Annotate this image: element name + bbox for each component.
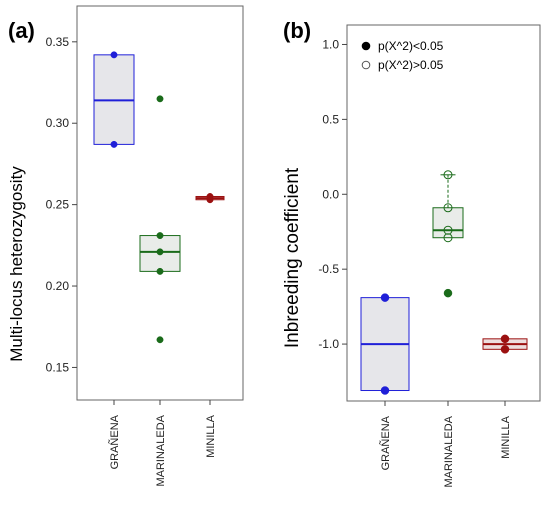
y-tick-label: 0.20: [46, 279, 70, 293]
x-category-label: GRAÑENA: [379, 415, 392, 470]
y-tick-label: 0.15: [46, 360, 70, 374]
panel-a: (a) Multi-locus heterozygosity 0.150.200…: [7, 5, 244, 487]
box-minilla: [482, 334, 528, 354]
data-point-filled: [110, 140, 118, 148]
panel-b-label: (b): [283, 18, 311, 43]
data-point-filled: [380, 386, 390, 395]
data-point-open: [443, 170, 453, 180]
box-marinaleda: [432, 170, 464, 298]
x-category-label: MINILLA: [500, 415, 512, 458]
data-point-filled: [156, 95, 164, 103]
y-tick-label: 0.5: [322, 112, 339, 126]
x-category-label: MINILLA: [205, 414, 217, 457]
data-point-filled: [443, 288, 453, 298]
panel-b-legend: p(X^2)<0.05 p(X^2)>0.05: [361, 39, 444, 72]
panel-a-label: (a): [8, 18, 35, 43]
legend-entry-label: p(X^2)>0.05: [378, 58, 444, 72]
y-tick-label: 1.0: [322, 37, 339, 51]
data-point-filled: [206, 196, 214, 204]
data-point-filled: [156, 232, 164, 240]
box-marinaleda: [139, 95, 181, 344]
panel-b-plot-area: [346, 24, 541, 402]
data-point-filled: [156, 248, 164, 256]
panel-a-y-axis-label: Multi-locus heterozygosity: [7, 166, 26, 362]
data-point-open: [443, 203, 453, 213]
box-graena: [93, 51, 135, 148]
data-point-open: [443, 233, 453, 243]
data-point-filled: [500, 334, 510, 344]
data-point-filled: [500, 345, 510, 354]
y-tick-label: -1.0: [318, 337, 339, 351]
y-tick-label: 0.30: [46, 116, 70, 130]
y-tick-label: -0.5: [318, 262, 339, 276]
legend-marker-filled: [361, 41, 371, 51]
panel-a-boxes: [93, 51, 225, 344]
y-tick-label: 0.25: [46, 198, 70, 212]
panel-b-boxes: [360, 170, 528, 395]
panel-b-y-axis-label: Inbreeding coefficient: [282, 167, 303, 348]
panel-a-categories: GRAÑENA MARINALEDA MINILLA: [108, 400, 217, 487]
y-tick-label: 0.0: [322, 187, 339, 201]
panel-b-categories: GRAÑENA MARINALEDA MINILLA: [379, 401, 512, 488]
x-category-label: MARINALEDA: [155, 414, 167, 486]
panel-a-y-ticks: 0.15 0.20 0.25 0.30 0.35: [46, 35, 77, 374]
x-category-label: GRAÑENA: [108, 414, 121, 469]
box-rect: [432, 207, 464, 239]
data-point-open: [443, 225, 453, 235]
y-tick-label: 0.35: [46, 35, 70, 49]
legend-marker-open: [361, 60, 371, 70]
box-minilla: [195, 193, 225, 204]
x-category-label: MARINALEDA: [443, 415, 455, 487]
data-point-filled: [110, 51, 118, 59]
panel-b: (b) Inbreeding coefficient 1.0 0.5 0.0 -0.5…: [282, 18, 541, 488]
panel-b-y-ticks: 1.0 0.5 0.0 -0.5 -1.0: [318, 37, 347, 351]
legend-entry-label: p(X^2)<0.05: [378, 39, 444, 53]
data-point-filled: [156, 267, 164, 275]
box-graena: [360, 293, 410, 395]
data-point-filled: [156, 336, 164, 344]
data-point-filled: [380, 293, 390, 302]
